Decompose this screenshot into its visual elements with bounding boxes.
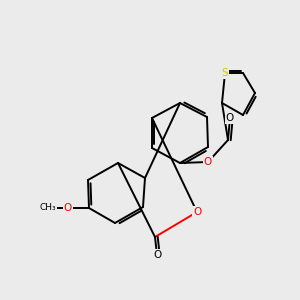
Text: S: S [222, 68, 228, 78]
Text: O: O [193, 207, 201, 217]
Text: O: O [204, 157, 212, 167]
Text: CH₃: CH₃ [40, 203, 56, 212]
Text: O: O [226, 113, 234, 123]
Text: O: O [153, 250, 161, 260]
Text: O: O [64, 203, 72, 213]
